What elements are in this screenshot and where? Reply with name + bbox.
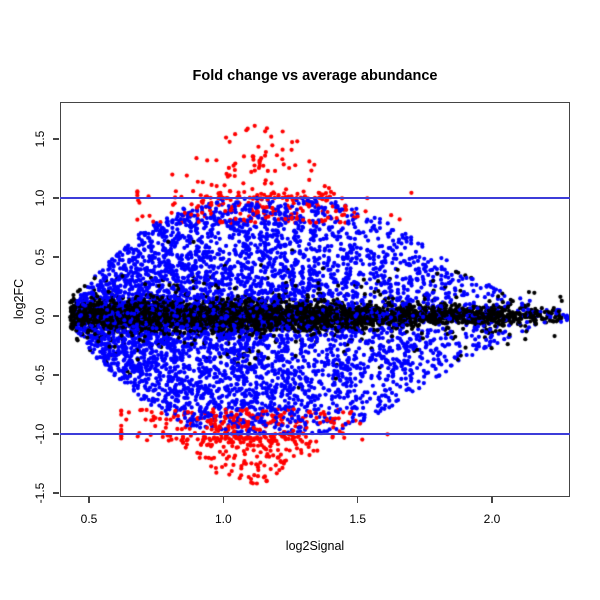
y-tick xyxy=(53,433,59,435)
x-tick-label: 1.5 xyxy=(349,512,366,526)
y-tick xyxy=(53,197,59,199)
y-tick-label: 1.0 xyxy=(33,189,47,207)
fc-threshold-line-upper xyxy=(60,197,570,199)
x-tick xyxy=(222,497,225,503)
y-tick-label: 1.5 xyxy=(33,130,47,148)
x-tick-label: 0.5 xyxy=(80,512,98,526)
plot-box xyxy=(60,102,570,497)
y-tick xyxy=(53,492,59,494)
x-tick xyxy=(491,497,493,503)
x-tick xyxy=(88,497,90,503)
scatter-points-canvas xyxy=(60,102,570,497)
x-tick-label: 2.0 xyxy=(483,512,501,526)
fc-threshold-line-lower xyxy=(60,433,570,435)
x-tick xyxy=(356,497,359,503)
chart-title: Fold change vs average abundance xyxy=(192,68,438,84)
y-tick xyxy=(53,138,59,140)
x-axis-label: log2Signal xyxy=(285,539,345,553)
y-axis-label: log2FC xyxy=(12,278,26,320)
x-tick-label: 1.0 xyxy=(214,512,232,526)
y-tick xyxy=(53,256,59,258)
y-tick-label: -1.0 xyxy=(33,423,47,445)
y-tick xyxy=(53,315,59,317)
y-tick-label: 0.0 xyxy=(33,307,47,325)
y-tick-label: -1.5 xyxy=(33,482,47,504)
y-tick-label: 0.5 xyxy=(33,248,47,266)
y-tick-label: -0.5 xyxy=(33,364,47,386)
y-tick xyxy=(53,374,59,376)
